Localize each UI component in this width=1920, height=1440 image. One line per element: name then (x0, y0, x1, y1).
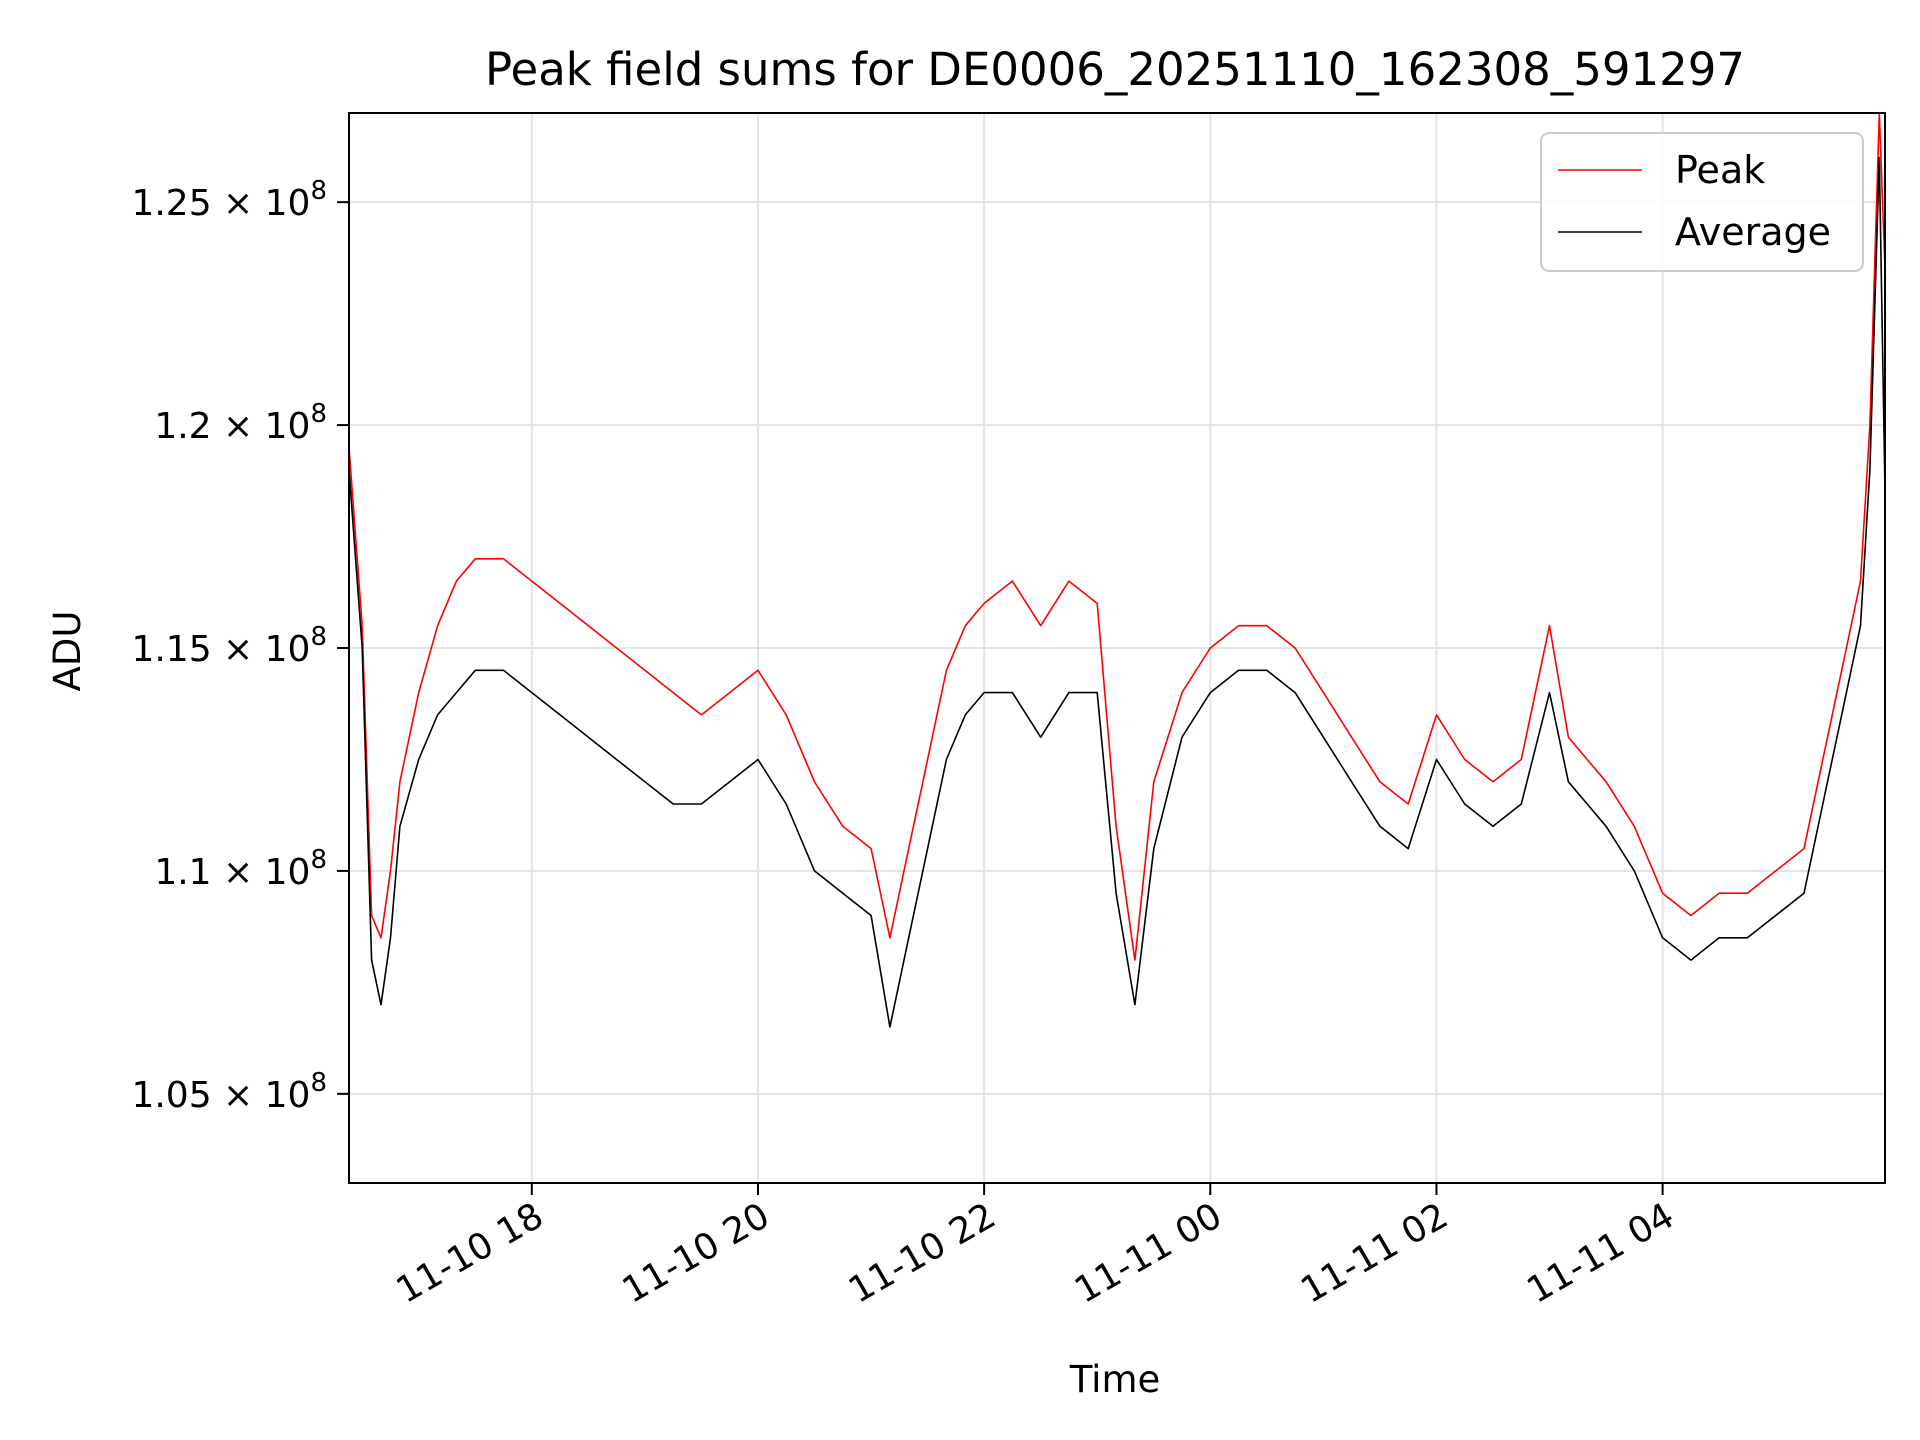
y-tick-label: 1.05 × 108 (131, 1068, 327, 1116)
series-line-peak (348, 112, 1886, 961)
y-tick-label: 1.25 × 108 (131, 176, 327, 224)
series-line-average (348, 156, 1886, 1028)
y-tick-label: 1.2 × 108 (154, 399, 327, 447)
y-axis-label: ADU (46, 611, 89, 692)
series-layer (348, 112, 1886, 1028)
x-axis-label: Time (1069, 1358, 1161, 1401)
legend-label-peak: Peak (1675, 148, 1765, 192)
legend-label-average: Average (1675, 210, 1831, 254)
legend: Peak Average (1540, 132, 1864, 272)
y-tick-label: 1.1 × 108 (154, 845, 327, 893)
y-tick-label: 1.15 × 108 (131, 622, 327, 670)
legend-box (1540, 132, 1864, 272)
chart-title: Peak field sums for DE0006_20251110_1623… (485, 43, 1745, 96)
